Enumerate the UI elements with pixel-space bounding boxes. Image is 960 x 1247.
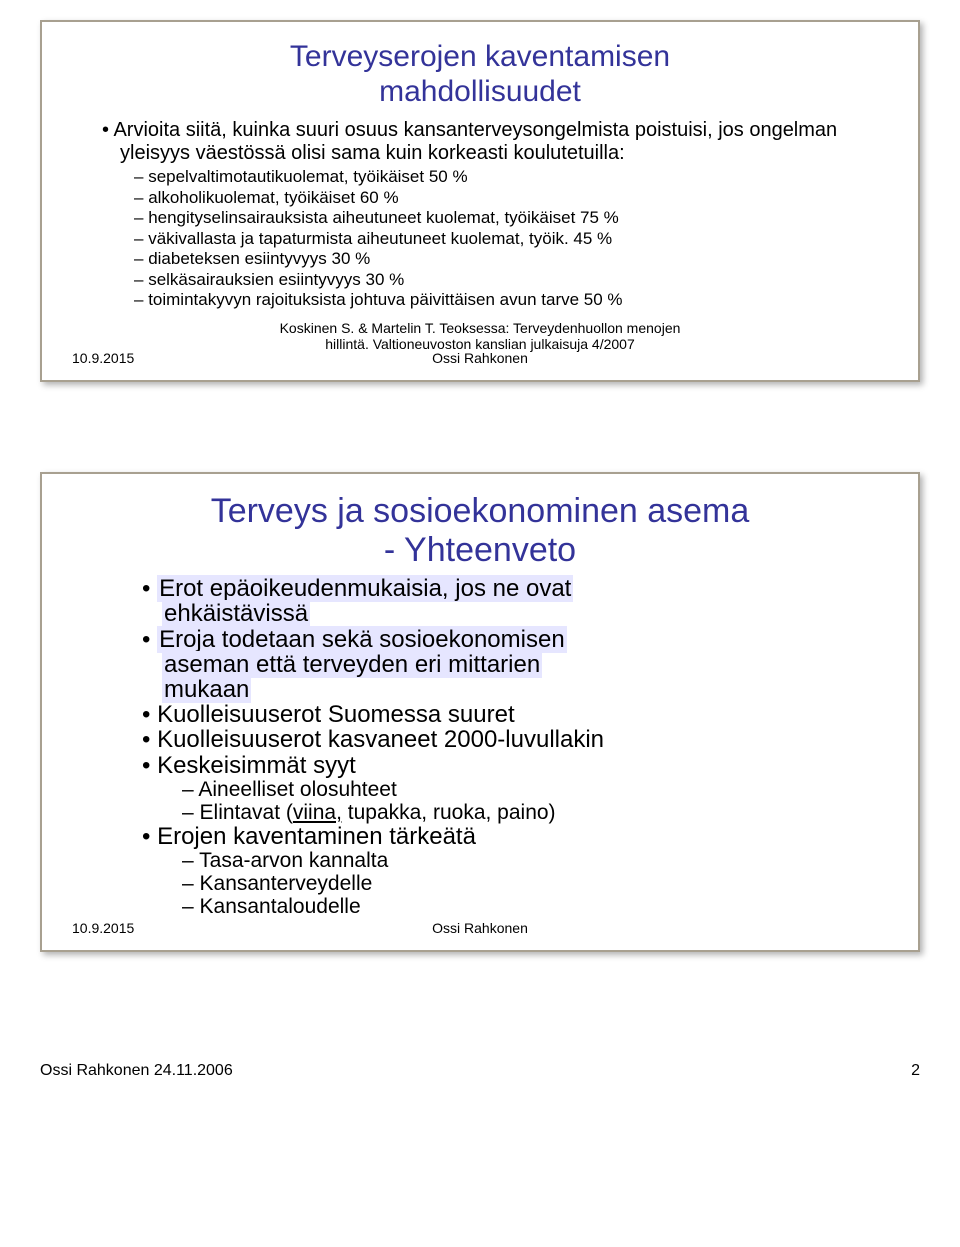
slide-1-caption: Koskinen S. & Martelin T. Teoksessa: Ter… (72, 320, 888, 352)
slide-1-item: selkäsairauksien esiintyvyys 30 % (134, 270, 888, 290)
highlight-text: ehkäistävissä (162, 600, 310, 627)
title-line: - Yhteenveto (384, 531, 576, 569)
slide-1-title: Terveyserojen kaventamisen mahdollisuude… (72, 40, 888, 109)
highlight-text: aseman että terveyden eri mittarien (162, 651, 542, 678)
slide-2-subbullet: Aineelliset olosuhteet (182, 778, 888, 801)
slide-2-subbullet: Kansantaloudelle (182, 895, 888, 918)
slide-1-item: toimintakyvyn rajoituksista johtuva päiv… (134, 290, 888, 310)
slide-1-item: hengityselinsairauksista aiheutuneet kuo… (134, 208, 888, 228)
slide-2-bullet: Eroja todetaan sekä sosioekonomisenasema… (142, 627, 888, 703)
slide-1-intro: Arvioita siitä, kuinka suuri osuus kansa… (102, 119, 888, 165)
page-container: Terveyserojen kaventamisen mahdollisuude… (0, 0, 960, 1100)
slide-1-item: diabeteksen esiintyvyys 30 % (134, 249, 888, 269)
slide-2-subbullet: Elintavat (viina, tupakka, ruoka, paino) (182, 801, 888, 824)
highlight-text: Eroja todetaan sekä sosioekonomisen (157, 626, 567, 653)
highlight-text: Erot epäoikeudenmukaisia, jos ne ovat (157, 575, 573, 602)
caption-line: Koskinen S. & Martelin T. Teoksessa: Ter… (280, 320, 681, 336)
slide-1-item: sepelvaltimotautikuolemat, työikäiset 50… (134, 167, 888, 187)
slide-2: Terveys ja sosioekonominen asema - Yhtee… (40, 472, 920, 952)
slide-2-title: Terveys ja sosioekonominen asema - Yhtee… (72, 492, 888, 570)
slide-2-bullet: Erojen kaventaminen tärkeätä (142, 824, 888, 849)
slide-2-bullet: Kuolleisuuserot kasvaneet 2000-luvullaki… (142, 727, 888, 752)
footer-author: Ossi Rahkonen (192, 920, 768, 936)
footer-author: Ossi Rahkonen (192, 350, 768, 366)
footer-date: 10.9.2015 (72, 920, 192, 936)
slide-1-item: alkoholikuolemat, työikäiset 60 % (134, 188, 888, 208)
slide-2-bullet: Keskeisimmät syyt (142, 753, 888, 778)
text-part: Elintavat ( (200, 801, 293, 824)
title-line: mahdollisuudet (379, 75, 581, 108)
slide-2-footer: 10.9.2015 Ossi Rahkonen (72, 920, 888, 936)
highlight-text: mukaan (162, 676, 251, 703)
text-part: tupakka, ruoka, paino) (342, 801, 556, 824)
slide-2-bullet: Kuolleisuuserot Suomessa suuret (142, 702, 888, 727)
footer-spacer (768, 920, 888, 936)
footer-date: 10.9.2015 (72, 350, 192, 366)
footer-spacer (768, 350, 888, 366)
slide-1-item: väkivallasta ja tapaturmista aiheutuneet… (134, 229, 888, 249)
underlined-text: viina, (293, 801, 342, 824)
slide-1-footer: 10.9.2015 Ossi Rahkonen (72, 350, 888, 366)
page-footer: Ossi Rahkonen 24.11.2006 2 (40, 1042, 920, 1090)
title-line: Terveyserojen kaventamisen (290, 40, 670, 73)
slide-1: Terveyserojen kaventamisen mahdollisuude… (40, 20, 920, 382)
slide-2-bullet: Erot epäoikeudenmukaisia, jos ne ovatehk… (142, 576, 888, 626)
title-line: Terveys ja sosioekonominen asema (211, 492, 750, 530)
slide-2-subbullet: Tasa-arvon kannalta (182, 849, 888, 872)
page-footer-left: Ossi Rahkonen 24.11.2006 (40, 1062, 233, 1080)
page-footer-right: 2 (911, 1062, 920, 1080)
slide-2-subbullet: Kansanterveydelle (182, 872, 888, 895)
